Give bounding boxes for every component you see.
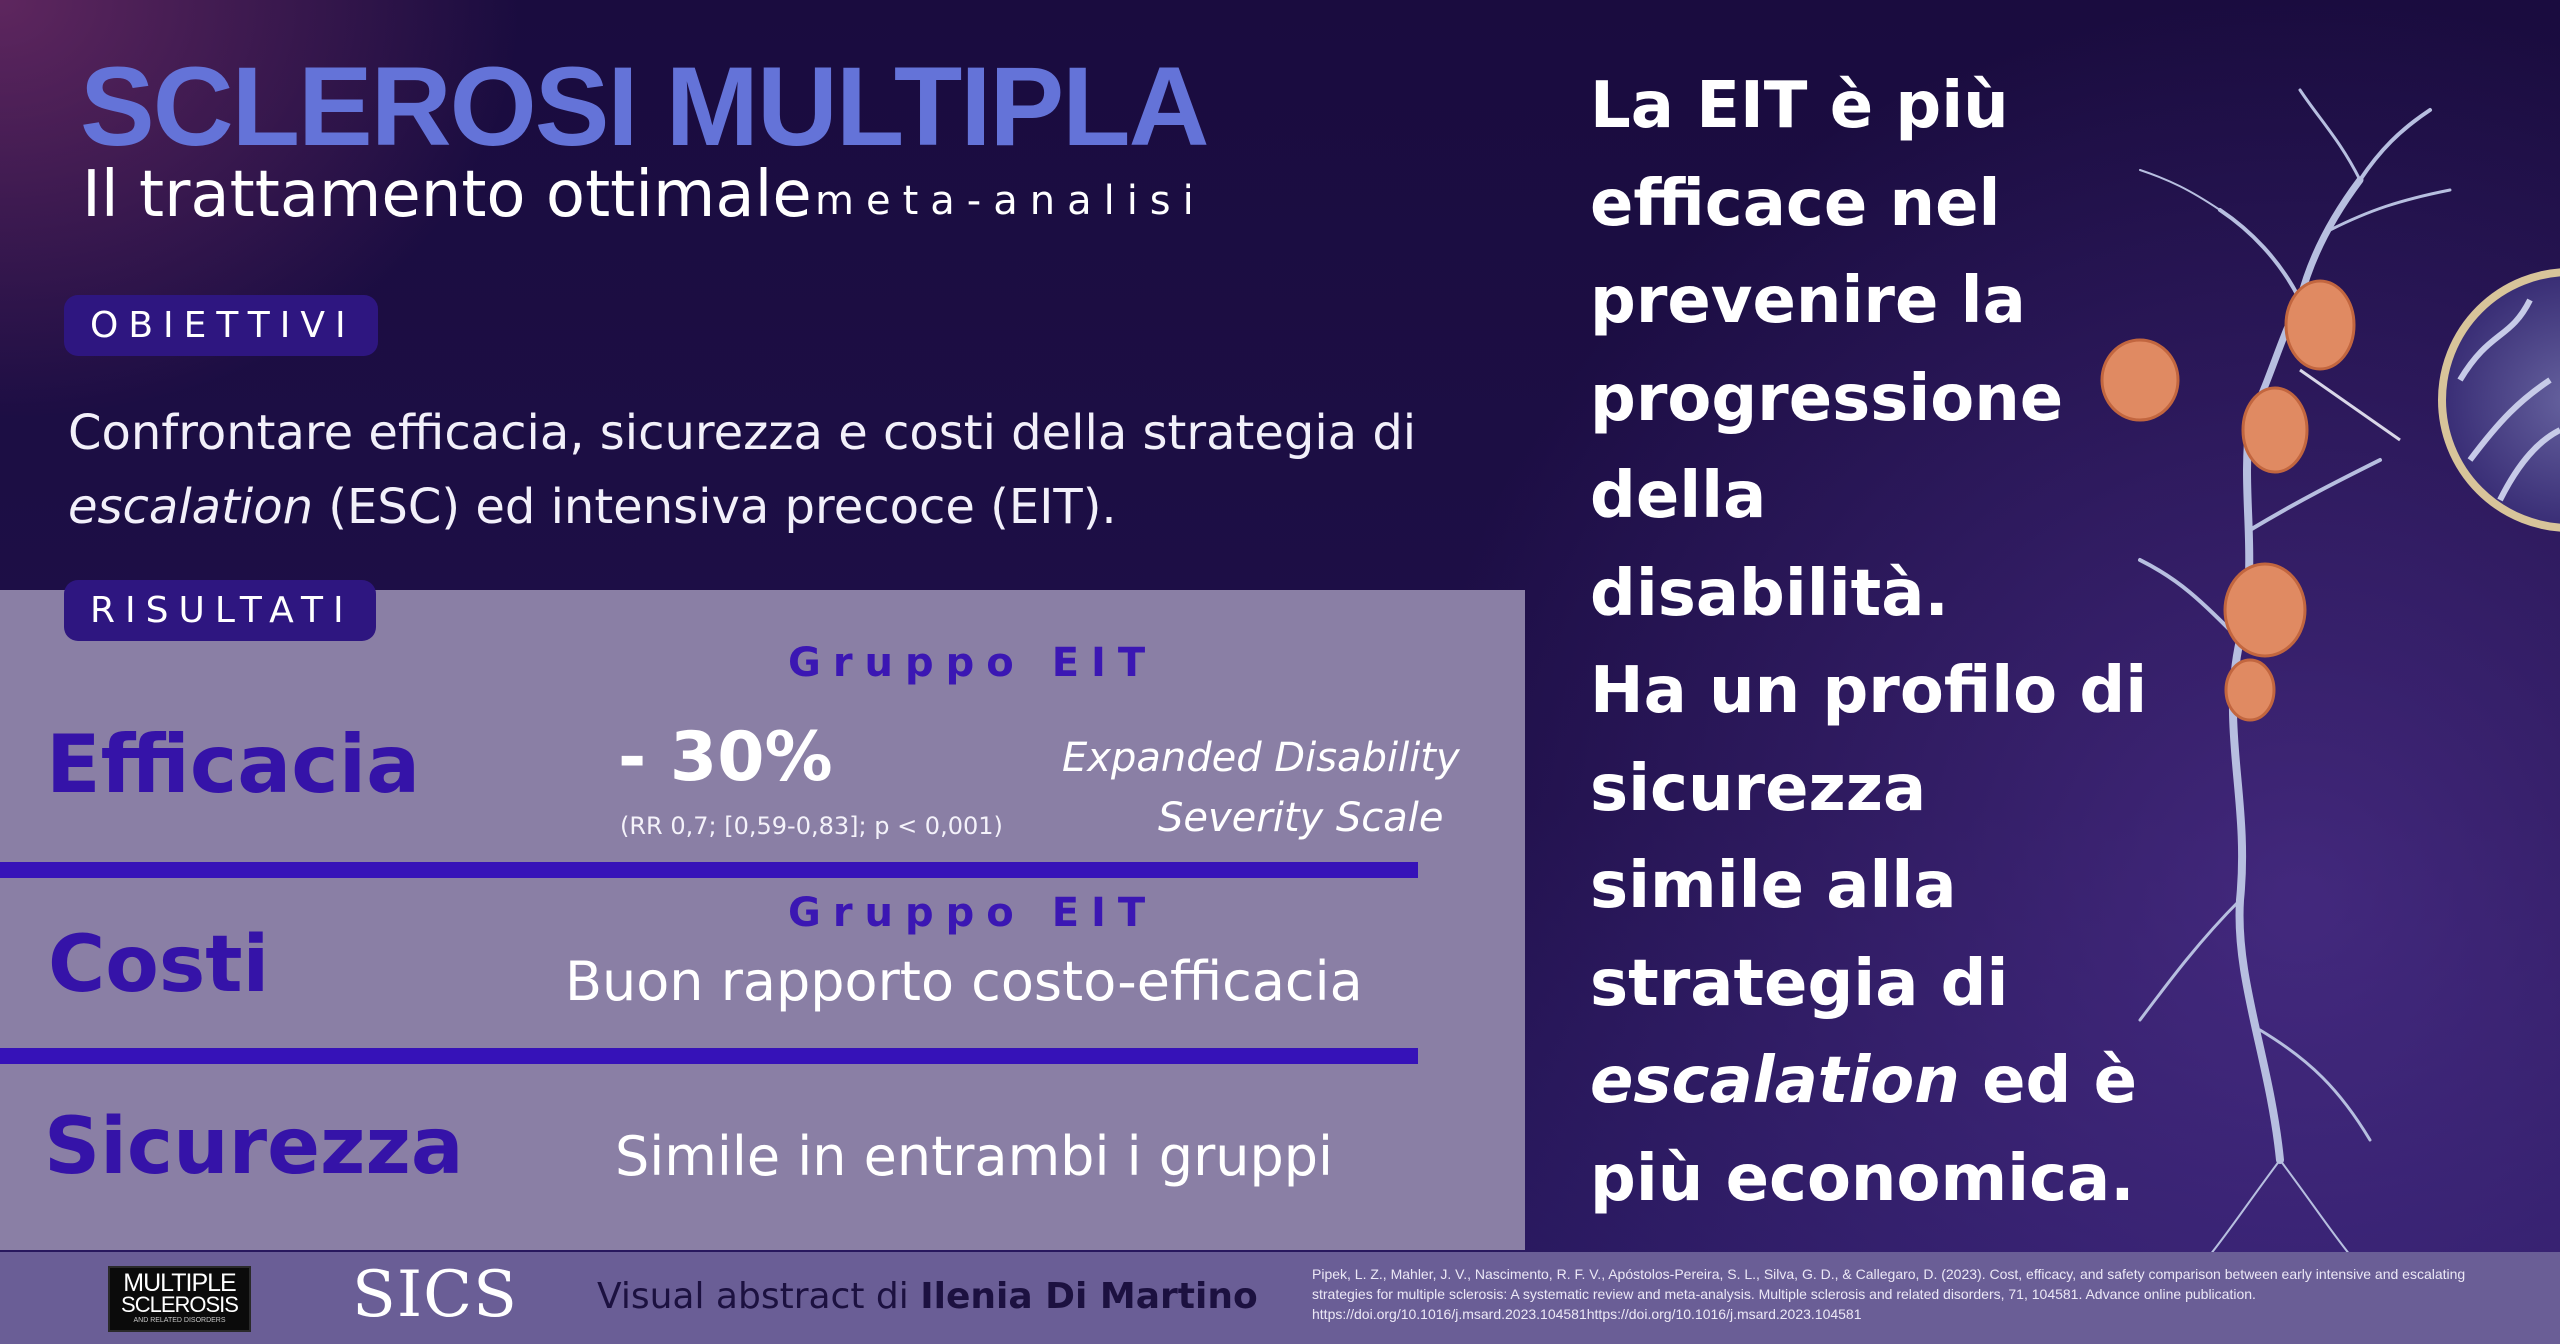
msard-journal-logo: MULTIPLE SCLEROSIS AND RELATED DISORDERS (108, 1266, 251, 1332)
conclusion-em: escalation (1590, 1044, 1960, 1118)
conclusion-line: La EIT è più (1590, 69, 2009, 143)
conclusion-line: sicurezza (1590, 751, 1927, 826)
objective-text-post: (ESC) ed intensiva precoce (EIT). (313, 479, 1117, 535)
efficacy-value: - 30% (618, 718, 833, 797)
efficacy-group-label: Gruppo EIT (788, 640, 1158, 686)
study-type: meta-analisi (815, 178, 1206, 224)
efficacy-scale-line1: Expanded Disability (1062, 735, 1460, 781)
conclusion-line: prevenire la (1590, 264, 2026, 338)
divider (0, 1048, 1418, 1064)
objective-text-em: escalation (68, 479, 314, 535)
costs-text: Buon rapporto costo-efficacia (565, 950, 1363, 1013)
costs-label: Costi (48, 920, 270, 1010)
efficacy-label: Efficacia (46, 718, 421, 811)
efficacy-stats: (RR 0,7; [0,59-0,83]; p < 0,001) (620, 812, 1003, 840)
logo-ms-line2: SCLEROSIS (121, 1292, 239, 1317)
efficacy-scale-line2: Severity Scale (1158, 795, 1444, 841)
conclusion-line-rest: ed è (1959, 1044, 2137, 1118)
conclusion-line: della (1590, 459, 1767, 533)
sics-logo: SICS (352, 1258, 518, 1332)
logo-ms-line3: AND RELATED DISORDERS (133, 1317, 226, 1324)
page-subtitle: Il trattamento ottimale (82, 158, 812, 232)
conclusion-line: escalation ed è (1590, 1033, 2170, 1131)
credit-prefix: Visual abstract di (597, 1276, 921, 1317)
conclusion-line: efficace nel (1590, 166, 2001, 241)
conclusion-line: strategia di (1590, 946, 2009, 1021)
conclusion-line: Ha un profilo di (1590, 654, 2148, 728)
objective-text-pre: Confrontare efficacia, sicurezza e costi… (68, 405, 1417, 461)
conclusion-statement: La EIT è più efficace nel prevenire la p… (1590, 58, 2170, 1228)
safety-text: Simile in entrambi i gruppi (615, 1125, 1334, 1188)
footer-bar (0, 1252, 2560, 1344)
conclusion-line: disabilità. (1590, 556, 1949, 631)
objective-text: Confrontare efficacia, sicurezza e costi… (68, 396, 1468, 544)
divider (0, 862, 1418, 878)
results-badge: RISULTATI (64, 580, 376, 641)
citation-text: Pipek, L. Z., Mahler, J. V., Nascimento,… (1312, 1266, 2466, 1322)
objectives-badge: OBIETTIVI (64, 295, 378, 356)
logo-ms-line1: MULTIPLE (123, 1269, 236, 1297)
neuron-illustration (2100, 88, 2560, 1256)
conclusion-line: progressione (1590, 361, 2064, 436)
conclusion-line: più economica. (1590, 1141, 2135, 1216)
credit-author: Ilenia Di Martino (920, 1276, 1258, 1317)
costs-group-label: Gruppo EIT (788, 890, 1158, 936)
conclusion-line: simile alla (1590, 849, 1957, 923)
author-credit: Visual abstract di Ilenia Di Martino (597, 1276, 1258, 1317)
page-title: SCLEROSI MULTIPLA (80, 44, 1209, 169)
results-panel: Gruppo EIT Efficacia - 30% (RR 0,7; [0,5… (0, 590, 1525, 1250)
safety-label: Sicurezza (44, 1102, 464, 1192)
